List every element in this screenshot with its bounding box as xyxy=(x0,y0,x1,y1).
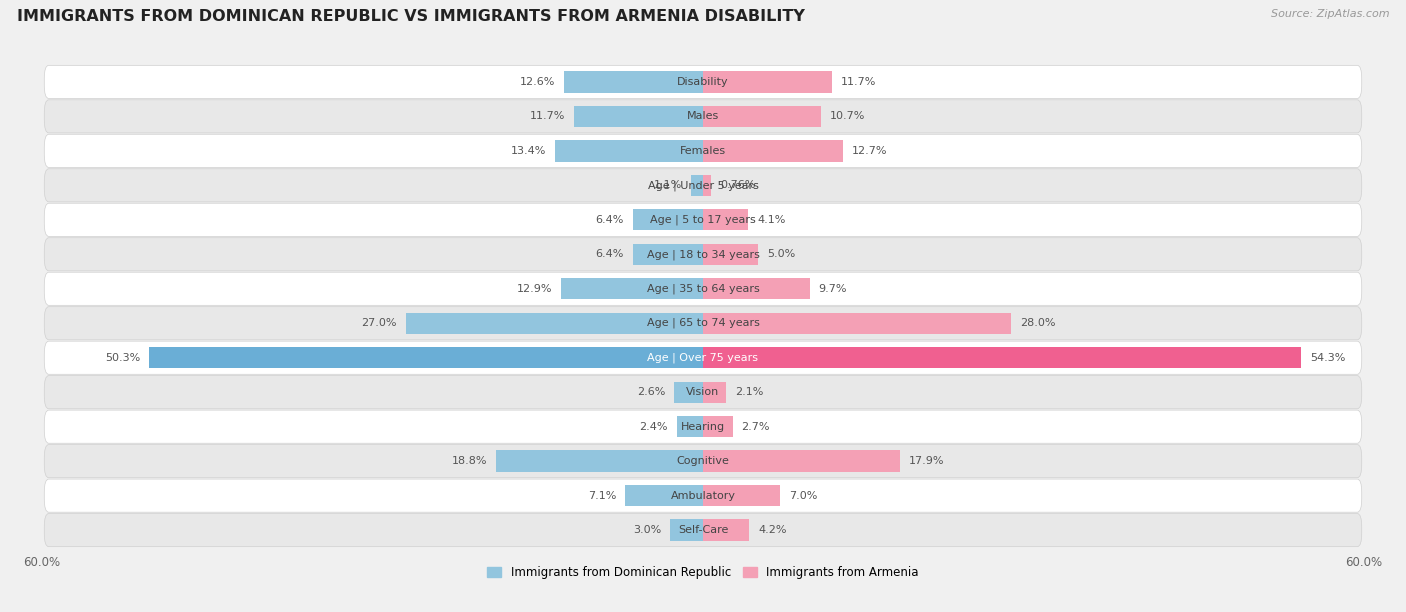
Bar xyxy=(703,71,832,92)
FancyBboxPatch shape xyxy=(44,341,1362,375)
Text: 2.4%: 2.4% xyxy=(640,422,668,431)
Bar xyxy=(574,106,703,127)
Text: 13.4%: 13.4% xyxy=(512,146,547,156)
Text: Age | 5 to 17 years: Age | 5 to 17 years xyxy=(650,215,756,225)
FancyBboxPatch shape xyxy=(44,134,1362,168)
Bar xyxy=(703,416,733,438)
Bar xyxy=(703,209,748,231)
FancyBboxPatch shape xyxy=(44,100,1362,133)
FancyBboxPatch shape xyxy=(44,376,1362,409)
Text: 2.1%: 2.1% xyxy=(735,387,763,397)
Text: 17.9%: 17.9% xyxy=(908,456,945,466)
Text: 10.7%: 10.7% xyxy=(830,111,865,121)
Bar xyxy=(703,381,725,403)
Bar xyxy=(675,381,703,403)
Bar xyxy=(690,174,703,196)
Text: 12.7%: 12.7% xyxy=(852,146,887,156)
FancyBboxPatch shape xyxy=(44,444,1362,478)
Text: 12.9%: 12.9% xyxy=(516,284,553,294)
Text: 5.0%: 5.0% xyxy=(766,249,796,259)
Bar xyxy=(555,140,703,162)
Bar xyxy=(703,278,810,299)
Bar xyxy=(564,71,703,92)
Text: Self-Care: Self-Care xyxy=(678,525,728,535)
FancyBboxPatch shape xyxy=(44,237,1362,271)
Text: Age | 18 to 34 years: Age | 18 to 34 years xyxy=(647,249,759,259)
Text: 4.2%: 4.2% xyxy=(758,525,786,535)
Bar xyxy=(633,244,703,265)
Text: 2.7%: 2.7% xyxy=(741,422,770,431)
Bar xyxy=(405,313,703,334)
Text: Source: ZipAtlas.com: Source: ZipAtlas.com xyxy=(1271,9,1389,19)
Text: 54.3%: 54.3% xyxy=(1310,353,1346,363)
Text: 18.8%: 18.8% xyxy=(451,456,486,466)
Bar xyxy=(703,347,1301,368)
Bar xyxy=(676,416,703,438)
Bar xyxy=(703,244,758,265)
Bar xyxy=(703,140,842,162)
Text: Age | Under 5 years: Age | Under 5 years xyxy=(648,180,758,190)
Text: Vision: Vision xyxy=(686,387,720,397)
Bar xyxy=(703,485,780,506)
Text: 7.0%: 7.0% xyxy=(789,491,817,501)
FancyBboxPatch shape xyxy=(44,65,1362,99)
Text: 27.0%: 27.0% xyxy=(361,318,396,328)
Bar xyxy=(149,347,703,368)
Text: 0.76%: 0.76% xyxy=(720,181,755,190)
Text: 3.0%: 3.0% xyxy=(633,525,661,535)
FancyBboxPatch shape xyxy=(44,203,1362,236)
Text: 6.4%: 6.4% xyxy=(595,215,624,225)
Text: 2.6%: 2.6% xyxy=(637,387,665,397)
Text: 28.0%: 28.0% xyxy=(1021,318,1056,328)
Text: 4.1%: 4.1% xyxy=(756,215,786,225)
Bar xyxy=(703,313,1011,334)
Text: Age | 35 to 64 years: Age | 35 to 64 years xyxy=(647,283,759,294)
Bar xyxy=(561,278,703,299)
Text: 7.1%: 7.1% xyxy=(588,491,616,501)
Text: Males: Males xyxy=(688,111,718,121)
Bar xyxy=(624,485,703,506)
Text: 11.7%: 11.7% xyxy=(841,77,876,87)
Text: IMMIGRANTS FROM DOMINICAN REPUBLIC VS IMMIGRANTS FROM ARMENIA DISABILITY: IMMIGRANTS FROM DOMINICAN REPUBLIC VS IM… xyxy=(17,9,804,24)
Text: Age | 65 to 74 years: Age | 65 to 74 years xyxy=(647,318,759,329)
Bar xyxy=(703,520,749,541)
Bar xyxy=(703,174,711,196)
Text: 6.4%: 6.4% xyxy=(595,249,624,259)
Legend: Immigrants from Dominican Republic, Immigrants from Armenia: Immigrants from Dominican Republic, Immi… xyxy=(486,566,920,579)
Text: Cognitive: Cognitive xyxy=(676,456,730,466)
Bar xyxy=(496,450,703,472)
Text: 11.7%: 11.7% xyxy=(530,111,565,121)
FancyBboxPatch shape xyxy=(44,410,1362,443)
Bar xyxy=(633,209,703,231)
Text: 9.7%: 9.7% xyxy=(818,284,848,294)
FancyBboxPatch shape xyxy=(44,307,1362,340)
Text: Females: Females xyxy=(681,146,725,156)
Text: 12.6%: 12.6% xyxy=(520,77,555,87)
Text: Age | Over 75 years: Age | Over 75 years xyxy=(648,353,758,363)
Bar xyxy=(669,520,703,541)
Bar xyxy=(703,106,821,127)
Text: Ambulatory: Ambulatory xyxy=(671,491,735,501)
FancyBboxPatch shape xyxy=(44,479,1362,512)
Text: Disability: Disability xyxy=(678,77,728,87)
FancyBboxPatch shape xyxy=(44,272,1362,305)
Text: 50.3%: 50.3% xyxy=(105,353,141,363)
FancyBboxPatch shape xyxy=(44,169,1362,202)
FancyBboxPatch shape xyxy=(44,513,1362,547)
Bar xyxy=(703,450,900,472)
Text: 1.1%: 1.1% xyxy=(654,181,682,190)
Text: Hearing: Hearing xyxy=(681,422,725,431)
